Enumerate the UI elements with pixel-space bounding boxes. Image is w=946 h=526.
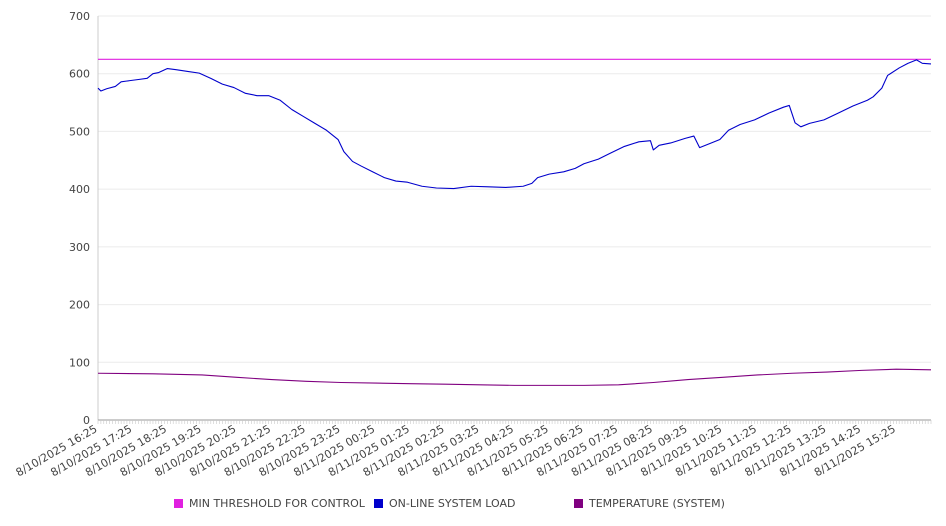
legend-item-system-load[interactable]: ON-LINE SYSTEM LOAD xyxy=(374,497,515,510)
legend-item-min-threshold[interactable]: MIN THRESHOLD FOR CONTROL xyxy=(174,497,365,510)
y-tick-label: 100 xyxy=(69,356,90,369)
y-tick-label: 500 xyxy=(69,125,90,138)
legend-swatch xyxy=(174,499,183,508)
legend-item-temperature[interactable]: TEMPERATURE (SYSTEM) xyxy=(574,497,725,510)
legend: MIN THRESHOLD FOR CONTROL ON-LINE SYSTEM… xyxy=(0,497,946,515)
y-tick-label: 600 xyxy=(69,68,90,81)
series-line-2 xyxy=(97,368,932,386)
series-line-1 xyxy=(97,59,932,190)
grid-lines xyxy=(98,15,931,363)
y-tick-label: 400 xyxy=(69,183,90,196)
axes xyxy=(97,16,932,424)
legend-label: MIN THRESHOLD FOR CONTROL xyxy=(189,497,365,510)
x-minor-ticks xyxy=(97,420,932,424)
y-tick-label: 300 xyxy=(69,241,90,254)
y-tick-label: 200 xyxy=(69,299,90,312)
x-tick-labels: 8/10/2025 16:258/10/2025 17:258/10/2025 … xyxy=(14,422,898,479)
legend-label: TEMPERATURE (SYSTEM) xyxy=(589,497,725,510)
legend-swatch xyxy=(574,499,583,508)
legend-swatch xyxy=(374,499,383,508)
y-tick-labels: 0 100 200 300 400 500 600 700 xyxy=(69,10,90,427)
series-lines xyxy=(97,58,932,386)
legend-label: ON-LINE SYSTEM LOAD xyxy=(389,497,516,510)
y-tick-label: 0 xyxy=(83,414,90,427)
y-tick-label: 700 xyxy=(69,10,90,23)
